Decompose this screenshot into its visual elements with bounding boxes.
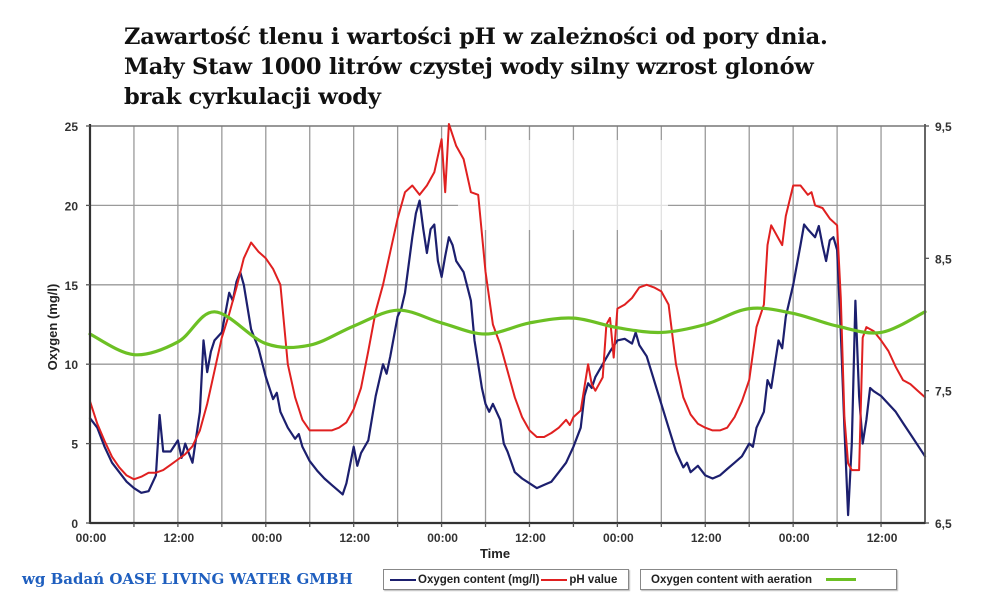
axes [86, 124, 929, 527]
x-tick-label: 00:00 [76, 531, 107, 545]
chart-title: Zawartość tlenu i wartości pH w zależnoś… [124, 22, 944, 112]
x-tick-label: 12:00 [691, 531, 722, 545]
watermark [458, 140, 668, 230]
y-tick-label: 5 [71, 438, 78, 452]
legend-aeration-label: Oxygen content with aeration [651, 573, 813, 586]
data-series [88, 123, 927, 517]
legend-aeration: Oxygen content with aeration [640, 569, 897, 590]
y-tick-label: 0 [71, 517, 78, 531]
x-tick-label: 00:00 [603, 531, 634, 545]
oxygen-series [88, 199, 927, 517]
ph-series [89, 123, 926, 481]
source-credit: wg Badań OASE LIVING WATER GMBH [22, 570, 353, 588]
title-line-1: Zawartość tlenu i wartości pH w zależnoś… [124, 24, 828, 50]
aeration-series [88, 306, 927, 357]
ph-swatch-icon [541, 578, 568, 581]
x-tick-label: 12:00 [867, 531, 898, 545]
x-tick-label: 00:00 [427, 531, 458, 545]
tick-labels: 0 5 10 15 20 25 6,5 7,5 8,5 9,5 00:00 12:00 00:00 12:… [45, 120, 952, 561]
legend-primary: Oxygen content (mg/l) pH value [383, 569, 629, 590]
title-line-3: brak cyrkulacji wody [124, 84, 381, 110]
y-tick-label: 25 [65, 120, 79, 134]
y2-tick-label: 7,5 [935, 385, 952, 399]
x-tick-label: 00:00 [251, 531, 282, 545]
y-tick-label: 10 [65, 358, 79, 372]
x-tick-label: 12:00 [515, 531, 546, 545]
x-axis-title: Time [480, 546, 510, 561]
legend-ph-label: pH value [569, 573, 618, 586]
oxygen-swatch-icon [390, 578, 416, 581]
title-line-2: Mały Staw 1000 litrów czystej wody silny… [124, 54, 814, 80]
y-axis-title: Oxygen (mg/l) [45, 284, 60, 371]
y-tick-label: 20 [65, 199, 79, 213]
y2-tick-label: 9,5 [935, 120, 952, 134]
y2-tick-label: 6,5 [935, 517, 952, 531]
y-tick-label: 15 [65, 279, 79, 293]
y2-tick-label: 8,5 [935, 252, 952, 266]
aeration-swatch-icon [826, 578, 857, 581]
x-tick-label: 12:00 [339, 531, 370, 545]
legend-oxygen-label: Oxygen content (mg/l) [418, 573, 540, 586]
x-tick-label: 00:00 [779, 531, 810, 545]
x-tick-label: 12:00 [164, 531, 195, 545]
